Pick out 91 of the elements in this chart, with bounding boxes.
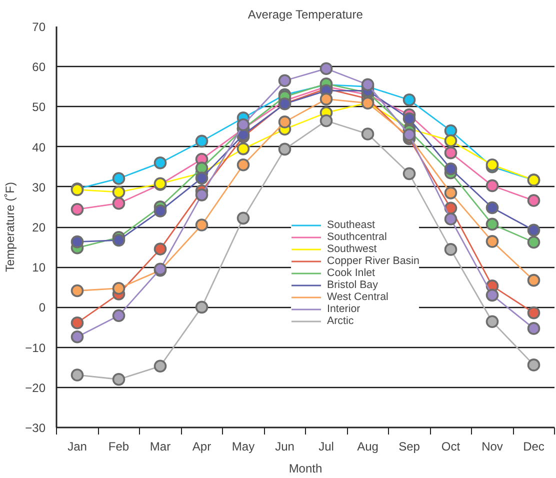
point bbox=[278, 116, 292, 128]
legend-label: West Central bbox=[327, 291, 388, 303]
y-tick-label: 0 bbox=[38, 300, 46, 315]
point bbox=[444, 146, 458, 160]
legend-label: Southcentral bbox=[327, 231, 387, 243]
y-tick-label: 40 bbox=[32, 140, 46, 154]
point bbox=[112, 309, 126, 322]
point bbox=[527, 306, 540, 320]
point bbox=[70, 368, 84, 382]
point bbox=[320, 62, 333, 75]
legend-label: Copper River Basin bbox=[327, 255, 420, 267]
point bbox=[236, 118, 250, 132]
point bbox=[195, 172, 208, 184]
point bbox=[112, 282, 126, 295]
x-axis-title: Month bbox=[288, 462, 322, 476]
point bbox=[444, 243, 458, 256]
point bbox=[154, 242, 167, 256]
x-tick-label: Jun bbox=[275, 440, 294, 454]
point bbox=[70, 235, 84, 248]
chart-title: Average Temperature bbox=[248, 8, 364, 22]
point bbox=[486, 288, 499, 302]
point bbox=[444, 162, 458, 176]
y-tick-label: 20 bbox=[32, 220, 46, 234]
x-tick-label: Jul bbox=[318, 440, 334, 454]
legend-label: Cook Inlet bbox=[327, 267, 375, 279]
x-tick-label: May bbox=[232, 440, 255, 454]
point bbox=[278, 142, 292, 156]
point bbox=[236, 158, 250, 172]
point bbox=[361, 128, 374, 140]
y-tick-label: 50 bbox=[32, 100, 46, 114]
point bbox=[444, 212, 458, 226]
y-tick-label: 30 bbox=[32, 180, 46, 194]
point bbox=[70, 202, 84, 216]
point bbox=[195, 134, 208, 148]
point bbox=[70, 284, 84, 298]
point bbox=[112, 172, 126, 185]
y-tick-label: 10 bbox=[32, 260, 46, 275]
x-tick-label: Sep bbox=[398, 440, 420, 454]
y-tick-label: −10 bbox=[25, 340, 46, 355]
point bbox=[444, 134, 458, 148]
y-tick-label: 70 bbox=[32, 20, 46, 34]
x-tick-label: Oct bbox=[441, 440, 461, 454]
point bbox=[112, 372, 126, 386]
point bbox=[154, 360, 167, 373]
point bbox=[195, 162, 208, 174]
legend-label: Interior bbox=[327, 303, 360, 315]
point bbox=[236, 212, 250, 225]
point bbox=[486, 218, 499, 231]
point bbox=[320, 92, 333, 106]
legend-label: Southwest bbox=[327, 243, 377, 255]
point bbox=[486, 315, 499, 328]
point bbox=[70, 330, 84, 344]
x-tick-label: Dec bbox=[523, 440, 544, 454]
legend-label: Southeast bbox=[327, 219, 375, 231]
point bbox=[154, 204, 167, 218]
point bbox=[278, 74, 292, 88]
x-tick-label: Nov bbox=[482, 440, 503, 454]
point bbox=[236, 142, 250, 156]
point bbox=[320, 114, 333, 128]
point bbox=[486, 179, 499, 192]
x-tick-label: Aug bbox=[357, 440, 378, 454]
point bbox=[112, 196, 126, 210]
x-tick-label: Jan bbox=[68, 440, 87, 454]
x-tick-label: Apr bbox=[192, 440, 212, 454]
legend-label: Arctic bbox=[327, 315, 354, 327]
y-tick-label: −20 bbox=[25, 380, 46, 395]
point bbox=[527, 274, 540, 287]
point bbox=[444, 186, 458, 200]
y-tick-label: 60 bbox=[32, 60, 46, 74]
legend-label: Bristol Bay bbox=[327, 279, 378, 291]
y-tick-label: −30 bbox=[25, 421, 46, 435]
point bbox=[195, 300, 208, 314]
y-axis-title: Temperature (˚F) bbox=[3, 182, 18, 272]
point bbox=[112, 186, 126, 198]
point bbox=[527, 358, 540, 372]
point bbox=[195, 188, 208, 202]
point bbox=[527, 236, 540, 249]
point bbox=[195, 218, 208, 232]
point bbox=[527, 322, 540, 335]
point bbox=[527, 194, 540, 207]
point bbox=[154, 156, 167, 170]
x-tick-label: Mar bbox=[150, 440, 171, 454]
point bbox=[486, 235, 499, 248]
point bbox=[402, 93, 416, 106]
point bbox=[527, 224, 540, 237]
point bbox=[70, 316, 84, 330]
x-tick-label: Feb bbox=[108, 440, 130, 454]
point bbox=[402, 112, 416, 126]
point bbox=[486, 201, 499, 214]
point bbox=[112, 234, 126, 247]
point bbox=[402, 167, 416, 180]
